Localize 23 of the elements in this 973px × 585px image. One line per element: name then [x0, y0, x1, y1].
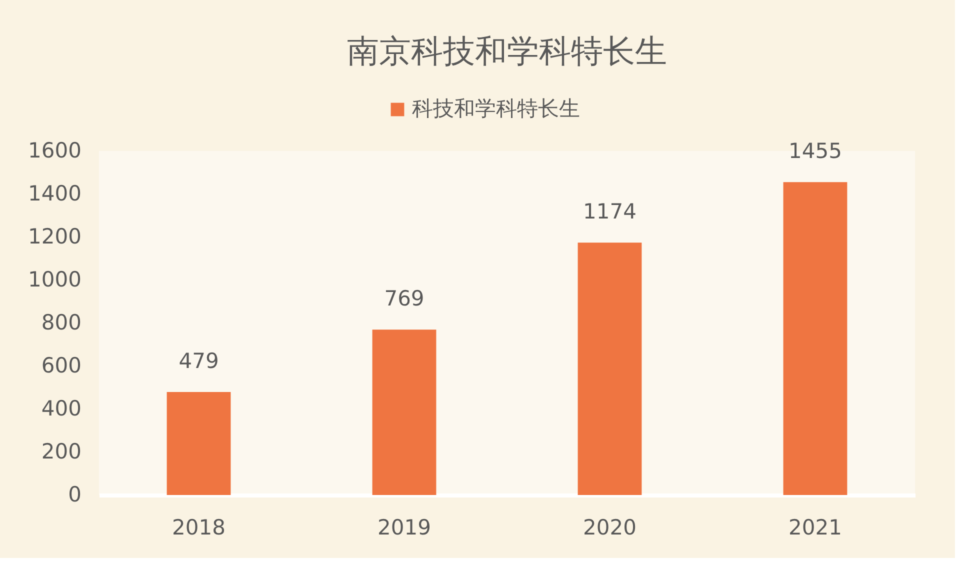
- bar: [166, 392, 231, 495]
- data-label: 1174: [583, 200, 636, 224]
- data-label: 479: [178, 349, 219, 374]
- y-tick-label: 800: [41, 310, 82, 334]
- y-tick-label: 0: [68, 482, 82, 506]
- x-tick-label: 2020: [583, 516, 636, 540]
- x-tick-label: 2018: [172, 516, 226, 540]
- x-tick-label: 2021: [788, 516, 842, 540]
- chart-title: 南京科技和学科特长生: [347, 32, 667, 70]
- data-label: 769: [384, 286, 424, 311]
- y-tick-label: 400: [41, 396, 82, 420]
- legend-label: 科技和学科特长生: [412, 96, 580, 120]
- y-tick-label: 1200: [28, 224, 82, 248]
- x-tick-label: 2019: [378, 516, 431, 540]
- bar: [578, 242, 642, 495]
- y-tick-label: 1600: [28, 138, 82, 162]
- data-label: 1455: [788, 139, 842, 164]
- bar: [372, 330, 436, 495]
- y-tick-label: 1400: [28, 182, 82, 206]
- y-tick-label: 200: [41, 440, 82, 464]
- bar: [783, 182, 848, 495]
- y-tick-label: 1000: [28, 268, 82, 292]
- y-tick-label: 600: [41, 354, 82, 378]
